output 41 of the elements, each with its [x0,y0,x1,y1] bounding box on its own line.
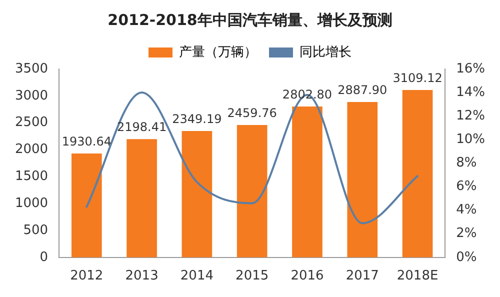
x-tick-label: 2013 [125,268,158,284]
y2-tick-label: 16% [456,61,486,76]
x-tick-label: 2016 [290,268,324,284]
bar [126,139,157,258]
y-tick-label: 3500 [14,61,48,76]
bar [292,106,322,258]
y2-tick-label: 4% [456,202,477,218]
y-tick-label: 500 [23,222,48,238]
data-label: 2459.76 [227,106,277,120]
bar [402,90,433,258]
chart-title: 2012-2018年中国汽车销量、增长及预测 [108,10,392,29]
y-tick-label: 2000 [14,142,48,158]
y-tick-label: 0 [40,250,48,265]
x-tick-label: 2012 [70,268,104,284]
legend-label: 同比增长 [300,44,352,60]
data-label: 2349.19 [172,112,222,126]
bar [347,102,378,258]
y-tick-label: 3000 [14,88,48,104]
bar [71,153,102,258]
data-label: 2887.90 [338,83,388,98]
y2-tick-label: 8% [456,156,477,171]
data-label: 3109.12 [392,71,442,86]
y-tick-label: 1000 [14,196,48,211]
y2-tick-label: 6% [456,179,477,194]
x-tick-label: 2014 [180,268,214,284]
data-label: 2198.41 [116,120,167,134]
bar [182,130,212,258]
y2-tick-label: 14% [456,84,486,100]
bar [236,124,268,258]
x-tick-label: 2017 [346,268,379,284]
y-tick-label: 2500 [14,115,48,130]
x-tick-label: 2015 [236,268,269,284]
data-label: 2802.80 [282,88,332,102]
data-label: 1930.64 [62,134,112,149]
y2-tick-label: 12% [456,108,486,124]
x-tick-label: 2018E [396,268,438,284]
y2-tick-label: 10% [456,132,486,148]
y2-tick-label: 0% [456,250,477,265]
y-tick-label: 1500 [14,169,48,184]
y2-tick-label: 2% [456,226,477,242]
legend-label: 产量（万辆） [179,44,257,60]
